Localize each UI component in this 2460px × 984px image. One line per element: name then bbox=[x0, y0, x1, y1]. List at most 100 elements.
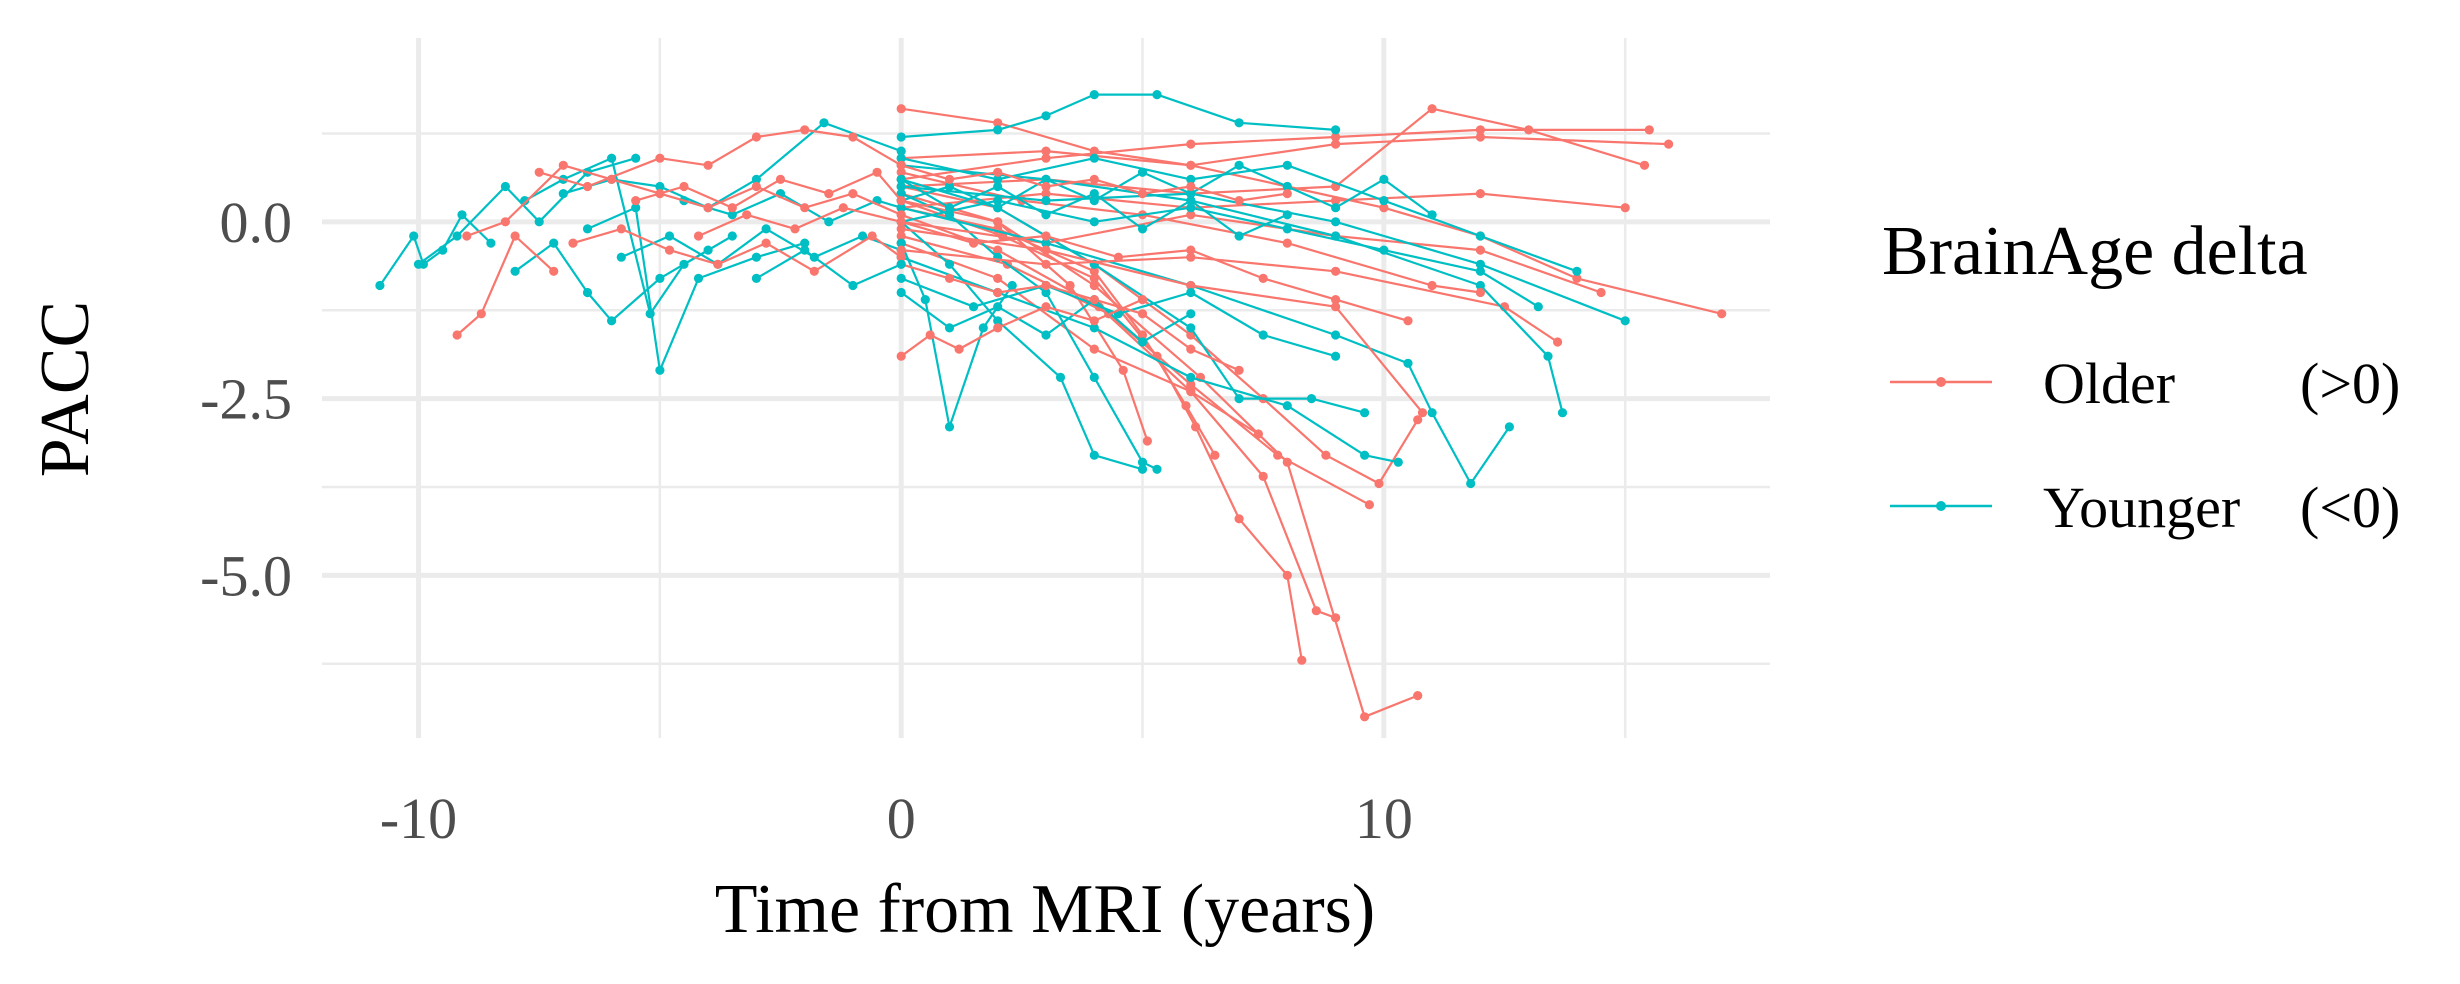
younger-trajectory-point bbox=[534, 217, 544, 227]
older-trajectory-point bbox=[1186, 245, 1196, 255]
younger-trajectory-point bbox=[800, 245, 810, 255]
trajectory-lines bbox=[375, 90, 1727, 722]
younger-trajectory-point bbox=[848, 280, 858, 291]
older-trajectory-line bbox=[466, 164, 902, 238]
older-trajectory-point bbox=[993, 323, 1003, 333]
younger-trajectory-point bbox=[631, 153, 641, 163]
older-trajectory-point bbox=[896, 252, 906, 262]
older-trajectory-point bbox=[664, 245, 675, 255]
younger-trajectory-point bbox=[1041, 196, 1051, 206]
younger-trajectory-point bbox=[1041, 238, 1051, 248]
older-trajectory-point bbox=[1475, 125, 1485, 135]
older-trajectory-point bbox=[1282, 189, 1292, 199]
older-trajectory-point bbox=[1664, 139, 1674, 149]
legend-title: BrainAge delta bbox=[1882, 213, 2308, 290]
older-trajectory-point bbox=[761, 238, 771, 248]
younger-trajectory-point bbox=[944, 203, 955, 213]
older-trajectory-point bbox=[1186, 280, 1196, 291]
older-trajectory-point bbox=[848, 189, 858, 199]
older-trajectory-point bbox=[1524, 125, 1534, 135]
older-trajectory-point bbox=[1297, 655, 1307, 665]
younger-trajectory-point bbox=[1282, 210, 1292, 220]
older-trajectory-point bbox=[1186, 252, 1196, 262]
younger-trajectory-point bbox=[375, 280, 385, 291]
older-trajectory-point bbox=[452, 330, 462, 340]
younger-trajectory-point bbox=[457, 210, 467, 220]
younger-trajectory-point bbox=[1282, 224, 1292, 234]
younger-trajectory-point bbox=[679, 259, 689, 269]
older-trajectory-point bbox=[993, 217, 1003, 227]
older-trajectory-point bbox=[1475, 132, 1485, 142]
younger-trajectory-point bbox=[1137, 167, 1148, 177]
older-trajectory-point bbox=[1282, 457, 1292, 467]
younger-trajectory-point bbox=[1475, 259, 1485, 269]
older-trajectory-point bbox=[1113, 252, 1123, 262]
older-trajectory-point bbox=[848, 132, 858, 142]
younger-trajectory-point bbox=[1041, 111, 1051, 121]
older-trajectory-point bbox=[1596, 287, 1606, 298]
younger-trajectory-point bbox=[1331, 351, 1341, 361]
x-tick-label: -10 bbox=[380, 786, 457, 851]
older-trajectory-point bbox=[1137, 189, 1148, 199]
younger-trajectory-point bbox=[520, 196, 530, 206]
younger-trajectory-point bbox=[896, 238, 906, 248]
older-trajectory-point bbox=[1041, 153, 1051, 163]
older-trajectory-point bbox=[800, 203, 810, 213]
older-trajectory-point bbox=[824, 189, 834, 199]
older-trajectory-point bbox=[1282, 238, 1292, 248]
older-trajectory-point bbox=[751, 181, 762, 192]
younger-trajectory-point bbox=[1360, 450, 1370, 460]
younger-trajectory-point bbox=[1186, 323, 1196, 333]
older-trajectory-point bbox=[944, 174, 955, 184]
older-trajectory-point bbox=[1403, 316, 1413, 326]
younger-trajectory-point bbox=[1089, 90, 1099, 100]
younger-trajectory-point bbox=[1475, 266, 1485, 276]
older-trajectory-line bbox=[901, 192, 1626, 209]
older-trajectory-point bbox=[1186, 379, 1196, 390]
younger-trajectory-point bbox=[1186, 309, 1196, 319]
younger-trajectory-point bbox=[993, 181, 1003, 192]
younger-trajectory-point bbox=[944, 422, 955, 432]
younger-trajectory-point bbox=[1306, 394, 1317, 404]
younger-trajectory-point bbox=[1055, 372, 1066, 382]
older-trajectory-point bbox=[1089, 280, 1099, 291]
younger-trajectory-point bbox=[1089, 196, 1099, 206]
younger-trajectory-point bbox=[993, 125, 1003, 135]
older-trajectory-point bbox=[896, 231, 906, 241]
younger-trajectory-line bbox=[900, 157, 1578, 273]
younger-trajectory-point bbox=[500, 181, 510, 192]
younger-trajectory-point bbox=[1137, 464, 1148, 474]
younger-trajectory-line bbox=[524, 157, 733, 315]
y-tick-label: -5.0 bbox=[200, 543, 292, 608]
younger-trajectory-point bbox=[1475, 231, 1485, 241]
older-trajectory-point bbox=[1639, 160, 1650, 170]
younger-trajectory-point bbox=[800, 238, 810, 248]
older-trajectory-point bbox=[1413, 415, 1423, 425]
younger-trajectory-point bbox=[1427, 408, 1437, 418]
older-trajectory-point bbox=[896, 104, 906, 114]
younger-trajectory-line bbox=[900, 256, 1399, 464]
older-trajectory-point bbox=[993, 273, 1003, 283]
younger-trajectory-point bbox=[655, 273, 665, 283]
older-trajectory-point bbox=[462, 231, 472, 241]
younger-trajectory-point bbox=[896, 273, 906, 283]
older-trajectory-point bbox=[703, 160, 713, 170]
older-trajectory-point bbox=[1089, 266, 1099, 276]
younger-trajectory-line bbox=[755, 249, 902, 287]
younger-trajectory-point bbox=[896, 203, 906, 213]
older-trajectory-point bbox=[925, 330, 935, 340]
younger-trajectory-point bbox=[409, 231, 419, 241]
older-trajectory-point bbox=[1041, 146, 1051, 156]
older-trajectory-point bbox=[1273, 450, 1283, 460]
younger-trajectory-point bbox=[510, 266, 520, 276]
older-trajectory-point bbox=[954, 344, 964, 354]
younger-trajectory-point bbox=[558, 189, 568, 199]
younger-trajectory-point bbox=[751, 174, 762, 184]
younger-trajectory-point bbox=[664, 231, 675, 241]
younger-trajectory-point bbox=[1234, 231, 1244, 241]
legend-item-younger: Younger (<0) bbox=[1890, 475, 2400, 540]
older-trajectory-point bbox=[944, 273, 955, 283]
younger-trajectory-point bbox=[607, 153, 617, 163]
older-trajectory-point bbox=[838, 203, 848, 213]
younger-trajectory-line bbox=[900, 199, 1539, 308]
